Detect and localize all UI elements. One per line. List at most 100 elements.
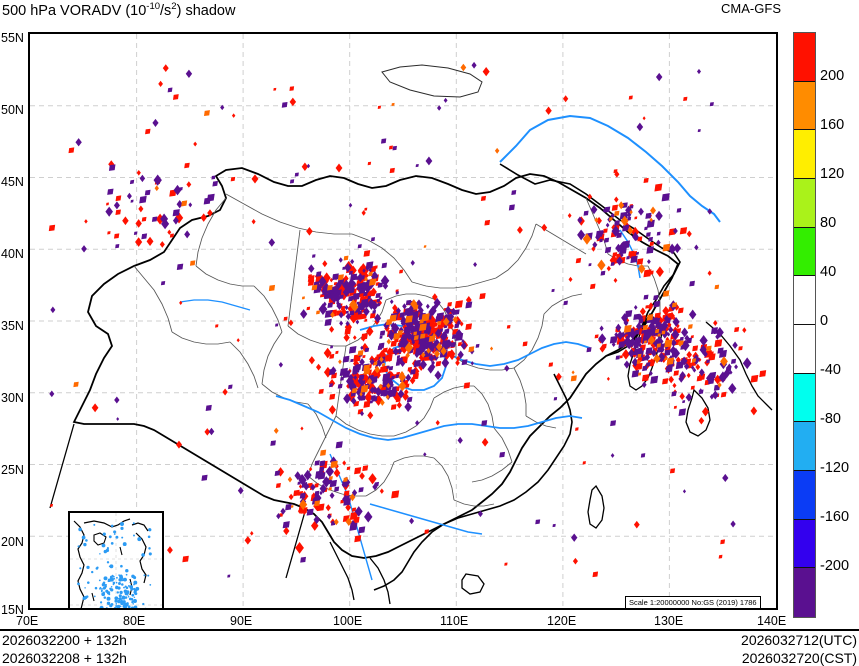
voradv-marker [631,370,640,378]
voradv-marker [671,302,678,308]
voradv-marker [276,513,281,520]
voradv-marker [375,292,381,299]
model-label: CMA-GFS [721,1,781,16]
map-canvas[interactable]: Scale 1:40000000 [28,32,778,610]
inset-voradv-marker [106,561,110,564]
voradv-marker [647,335,656,346]
voradv-marker [380,274,390,287]
voradv-marker [275,482,281,488]
voradv-marker [318,388,324,395]
voradv-marker [655,266,664,278]
voradv-marker [646,328,654,337]
voradv-marker [368,267,372,273]
voradv-marker [686,350,692,359]
voradv-marker [677,307,684,314]
inset-voradv-marker [129,581,131,584]
colorbar-tick-m120: -120 [820,460,850,476]
inset-voradv-marker [148,547,151,550]
voradv-marker [636,258,644,265]
voradv-marker [314,500,321,507]
voradv-marker [399,269,404,274]
voradv-marker [299,499,308,510]
voradv-marker [327,284,333,291]
inset-voradv-marker [101,543,106,548]
voradv-marker [362,268,366,273]
voradv-marker [662,378,669,385]
voradv-marker [441,331,448,340]
voradv-marker [482,67,490,77]
voradv-marker [113,233,120,239]
voradv-marker [673,331,678,337]
voradv-marker [206,193,215,202]
voradv-marker [635,251,640,255]
voradv-marker [610,262,615,266]
voradv-marker [348,202,353,208]
voradv-marker [426,330,431,336]
inset-voradv-marker [128,597,132,601]
lat-label-15n: 15N [1,603,24,617]
voradv-marker [362,354,366,359]
voradv-marker [329,479,337,488]
voradv-marker [620,331,626,338]
voradv-marker [661,330,666,335]
voradv-marker [665,336,670,342]
voradv-marker [655,72,663,82]
voradv-marker [730,520,736,528]
voradv-marker [650,375,659,384]
inset-voradv-marker [118,577,123,582]
voradv-marker [720,391,727,398]
voradv-marker [672,354,677,358]
voradv-marker [629,204,634,209]
inset-voradv-marker [91,570,94,574]
inset-voradv-marker [117,599,121,604]
voradv-marker [610,420,617,427]
colorbar[interactable] [793,32,816,618]
voradv-marker [447,301,452,307]
voradv-marker [428,310,434,317]
voradv-marker [333,468,341,478]
voradv-marker [686,230,692,238]
voradv-marker [621,240,631,249]
inset-voradv-marker [113,533,116,535]
voradv-marker [480,195,487,201]
voradv-marker [410,326,417,334]
voradv-marker [354,467,362,475]
voradv-marker [231,113,236,118]
voradv-marker [699,334,708,347]
colorbar-tick-160: 160 [820,117,845,133]
voradv-marker [398,380,407,392]
voradv-marker [628,95,633,100]
voradv-marker [465,301,473,309]
voradv-marker [457,350,464,359]
voradv-marker [299,492,306,499]
inset-voradv-marker [120,592,122,594]
voradv-marker [597,259,606,271]
inset-voradv-marker [95,567,99,570]
voradv-marker [690,365,695,371]
voradv-marker [363,250,371,257]
voradv-marker [400,360,406,368]
voradv-marker [324,293,331,300]
voradv-marker [386,365,390,369]
inset-voradv-marker [122,542,127,547]
voradv-marker [643,340,647,344]
voradv-marker [373,361,378,366]
taiwan-outline [587,484,605,529]
voradv-marker [73,381,79,388]
voradv-marker [570,375,577,382]
voradv-marker [332,273,339,281]
voradv-marker [382,347,388,353]
inset-voradv-marker [99,586,102,589]
voradv-marker [329,393,336,400]
south-china-sea-inset-map[interactable]: Scale 1:40000000 [68,511,164,608]
voradv-marker [696,375,703,382]
inset-voradv-marker [147,574,150,577]
inset-voradv-marker [109,576,112,579]
voradv-marker [341,476,351,488]
inset-voradv-marker [114,596,119,601]
voradv-marker [648,358,656,367]
voradv-marker [432,322,437,327]
voradv-marker [653,294,659,301]
voradv-marker [154,185,159,192]
voradv-marker [687,324,693,329]
